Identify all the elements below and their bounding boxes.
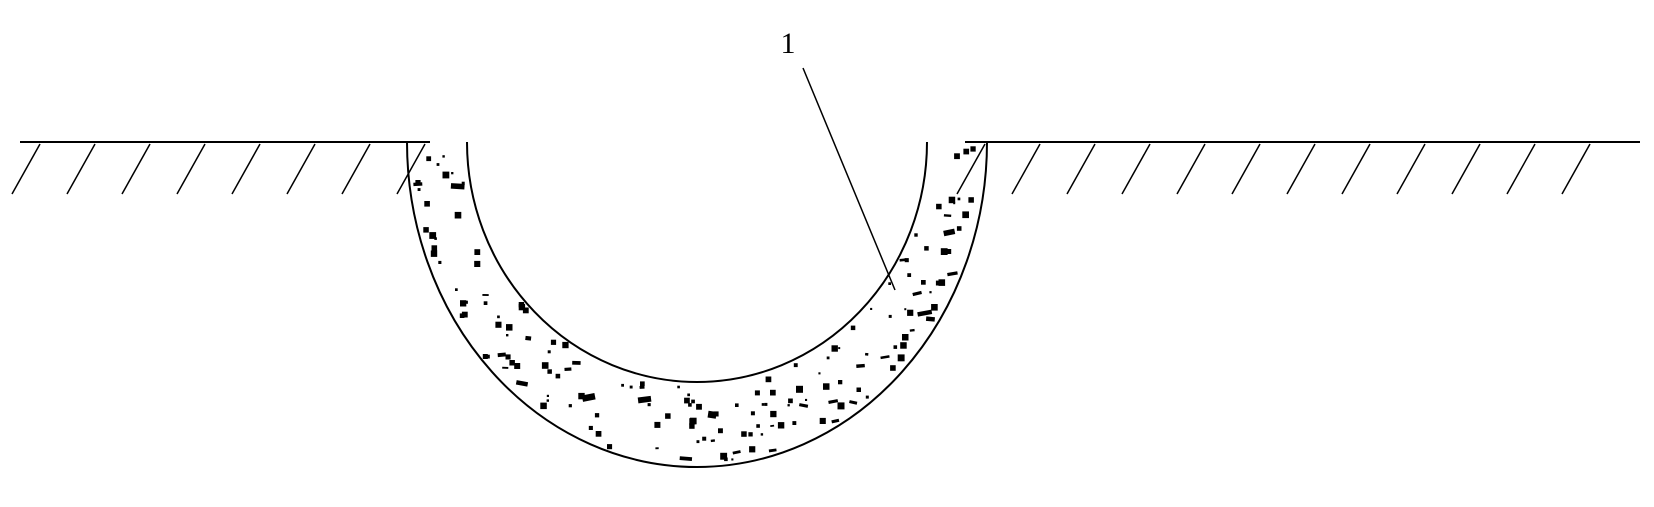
- callout-label-1: 1: [781, 27, 796, 60]
- callout-leader-line: [803, 68, 895, 290]
- cross-section-diagram: 1: [0, 0, 1654, 507]
- callout-1: 1: [781, 27, 896, 290]
- ground-surface: [12, 142, 1640, 194]
- u-shaped-shell: [407, 142, 987, 467]
